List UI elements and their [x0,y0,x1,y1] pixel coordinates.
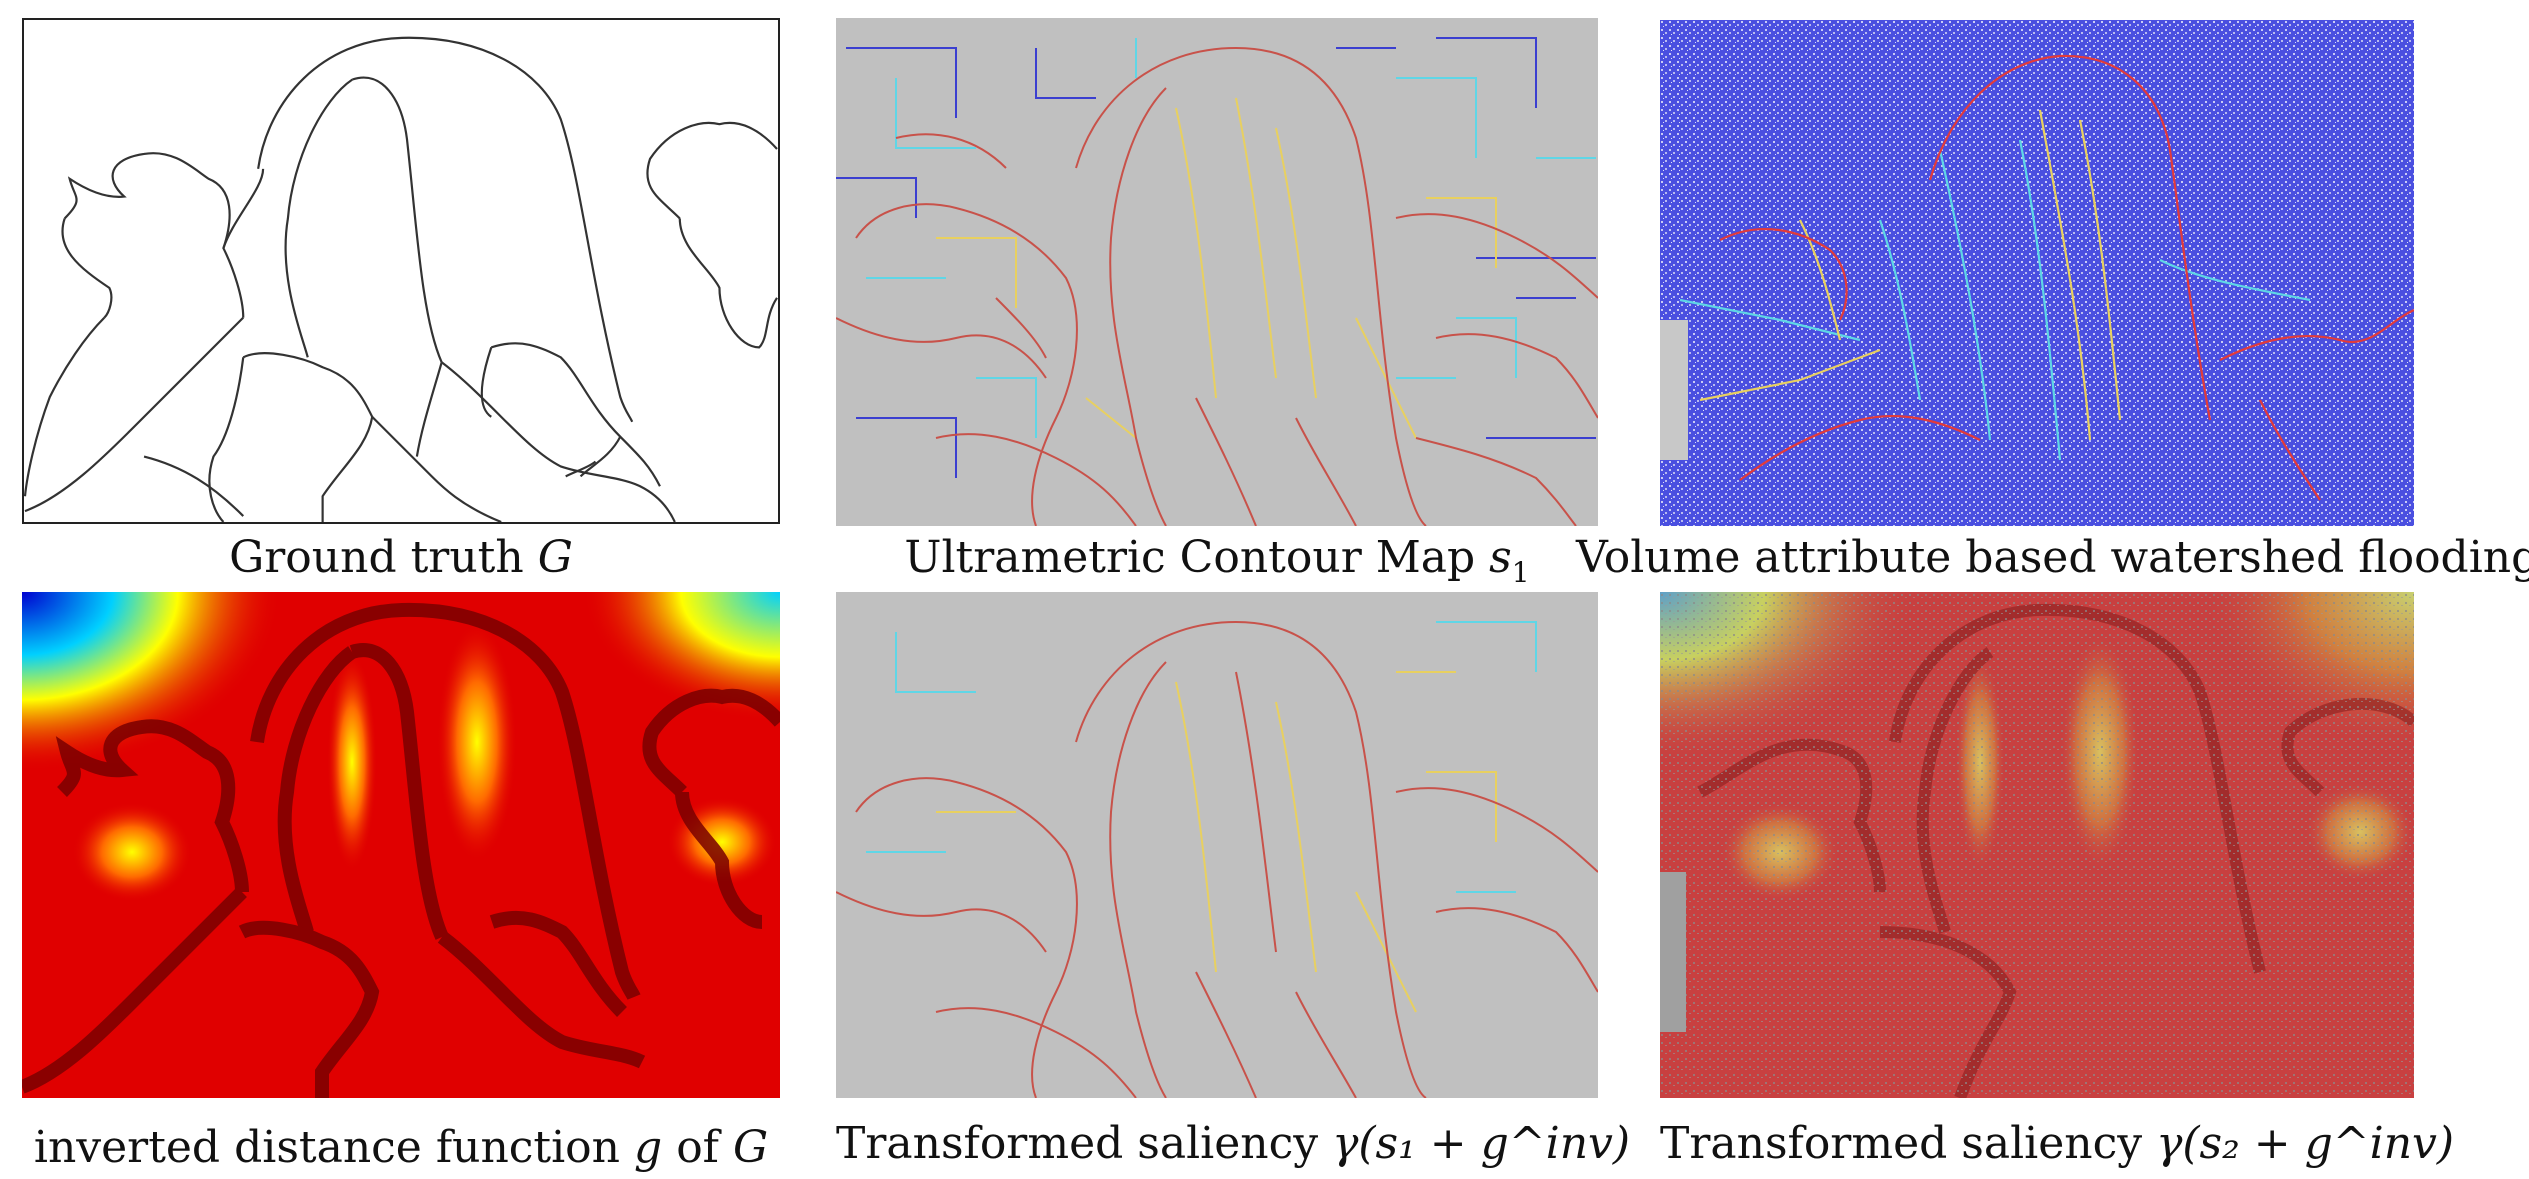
transformed-s2-map [1660,592,2414,1098]
caption-distance: inverted distance function g of G [22,1120,780,1176]
caption-transformed-s2: Transformed saliency γ(s₂ + g^inv) [1660,1116,2454,1172]
caption-subscript: 1 [1511,555,1530,589]
caption-ground-truth: Ground truth G [22,530,780,586]
caption-symbol: s [1489,532,1512,583]
distance-function-panel [22,592,780,1098]
transformed-s1-panel [836,592,1598,1098]
caption-text: Ground truth [229,532,524,583]
caption-formula: γ(s₁ + g^inv) [1332,1118,1631,1169]
ucm-contour-map [836,18,1598,526]
caption-text: inverted distance function [33,1122,621,1173]
caption-symbol-g: g [634,1122,663,1173]
caption-formula: γ(s₂ + g^inv) [2156,1118,2455,1169]
ucm-panel [836,18,1598,526]
caption-text: Ultrametric Contour Map [904,532,1476,583]
caption-text: Volume attribute based watershed floodin… [1576,532,2529,583]
caption-volume: Volume attribute based watershed floodin… [1576,530,2529,601]
volume-watershed-map [1660,20,2414,526]
caption-symbol: G [537,532,573,583]
caption-symbol-G: G [732,1122,769,1173]
transformed-s2-panel [1660,592,2414,1098]
ground-truth-contours [24,20,778,522]
caption-ucm: Ultrametric Contour Map s1 [836,530,1598,601]
transformed-s1-map [836,592,1598,1098]
ground-truth-panel [22,18,780,524]
caption-text: Transformed saliency [1660,1118,2143,1169]
distance-function-heatmap [22,592,780,1098]
caption-transformed-s1: Transformed saliency γ(s₁ + g^inv) [836,1116,1630,1172]
caption-text: Transformed saliency [836,1118,1319,1169]
caption-of: of [676,1122,719,1173]
volume-watershed-panel [1660,20,2414,526]
